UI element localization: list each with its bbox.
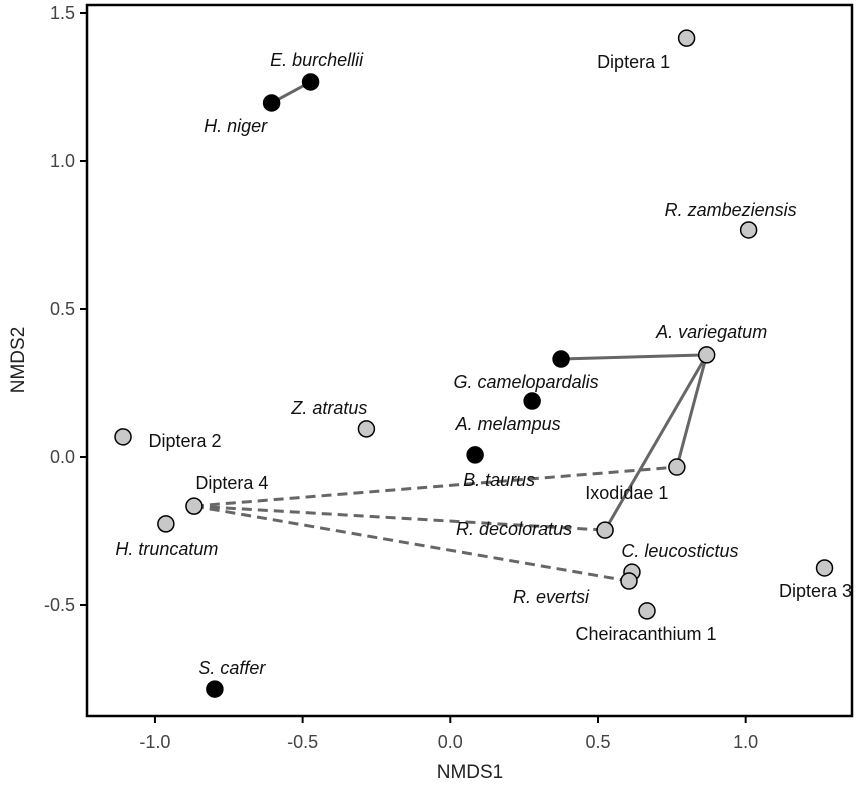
point-parasite — [114, 428, 132, 446]
point-label: A. variegatum — [655, 322, 767, 342]
link-dashed — [193, 504, 630, 583]
point-parasite — [638, 602, 656, 620]
point-label: Diptera 3 — [779, 581, 852, 601]
x-tick-label: -1.0 — [139, 732, 170, 752]
labels-layer: Diptera 1 E. burchellii H. niger R. zambezi… — [115, 50, 852, 678]
links-layer — [193, 80, 709, 583]
link-dashed — [193, 504, 606, 532]
y-tick-label: 1.5 — [50, 3, 75, 23]
point-host — [523, 392, 541, 410]
link-solid — [561, 353, 707, 361]
y-tick-label: 0.5 — [50, 299, 75, 319]
point-label: G. camelopardalis — [454, 372, 599, 392]
point-label: A. melampus — [455, 414, 561, 434]
point-parasite — [697, 346, 716, 364]
point-label: B. taurus — [463, 470, 535, 490]
x-tick-label: 1.0 — [733, 732, 758, 752]
point-label: S. caffer — [198, 658, 266, 678]
link-solid — [603, 354, 708, 531]
y-axis-title: NMDS2 — [8, 327, 29, 394]
y-tick-label: 0.0 — [50, 447, 75, 467]
point-parasite — [815, 559, 834, 577]
point-host — [466, 446, 484, 464]
point-label: Ixodidae 1 — [585, 483, 668, 503]
point-label: Z. atratus — [290, 398, 367, 418]
points-layer — [114, 29, 834, 698]
point-host — [206, 680, 224, 698]
point-label: R. evertsi — [513, 587, 590, 607]
y-tick-label: -0.5 — [44, 595, 75, 615]
point-parasite — [620, 572, 638, 590]
x-axis-title: NMDS1 — [437, 762, 504, 783]
axes-layer: -1.0 -0.5 0.0 0.5 1.0 -0.5 0.0 0.5 1.0 1.5 — [44, 3, 758, 752]
x-tick-label: -0.5 — [287, 732, 318, 752]
point-parasite — [357, 420, 376, 438]
point-parasite — [596, 521, 614, 539]
point-label: Diptera 1 — [597, 52, 670, 72]
y-tick-label: 1.0 — [50, 151, 75, 171]
point-label: R. decoloratus — [456, 519, 572, 539]
x-tick-label: 0.0 — [438, 732, 463, 752]
point-host — [552, 350, 570, 368]
point-label: E. burchellii — [270, 50, 364, 70]
point-host — [262, 94, 281, 112]
x-tick-label: 0.5 — [585, 732, 610, 752]
link-solid — [675, 354, 709, 468]
point-label: C. leucostictus — [621, 541, 738, 561]
point-parasite — [739, 221, 758, 239]
point-label: R. zambeziensis — [665, 200, 797, 220]
point-label: Diptera 4 — [195, 473, 268, 493]
link-dashed — [193, 465, 677, 508]
point-host — [301, 73, 320, 91]
point-parasite — [185, 497, 203, 515]
point-label: H. niger — [204, 116, 268, 136]
point-parasite — [157, 515, 175, 533]
point-label: H. truncatum — [115, 539, 218, 559]
point-parasite — [677, 29, 696, 47]
plot-border — [85, 3, 854, 718]
point-parasite — [668, 458, 686, 476]
point-label: Cheiracanthium 1 — [575, 624, 716, 644]
point-label: Diptera 2 — [149, 431, 222, 451]
